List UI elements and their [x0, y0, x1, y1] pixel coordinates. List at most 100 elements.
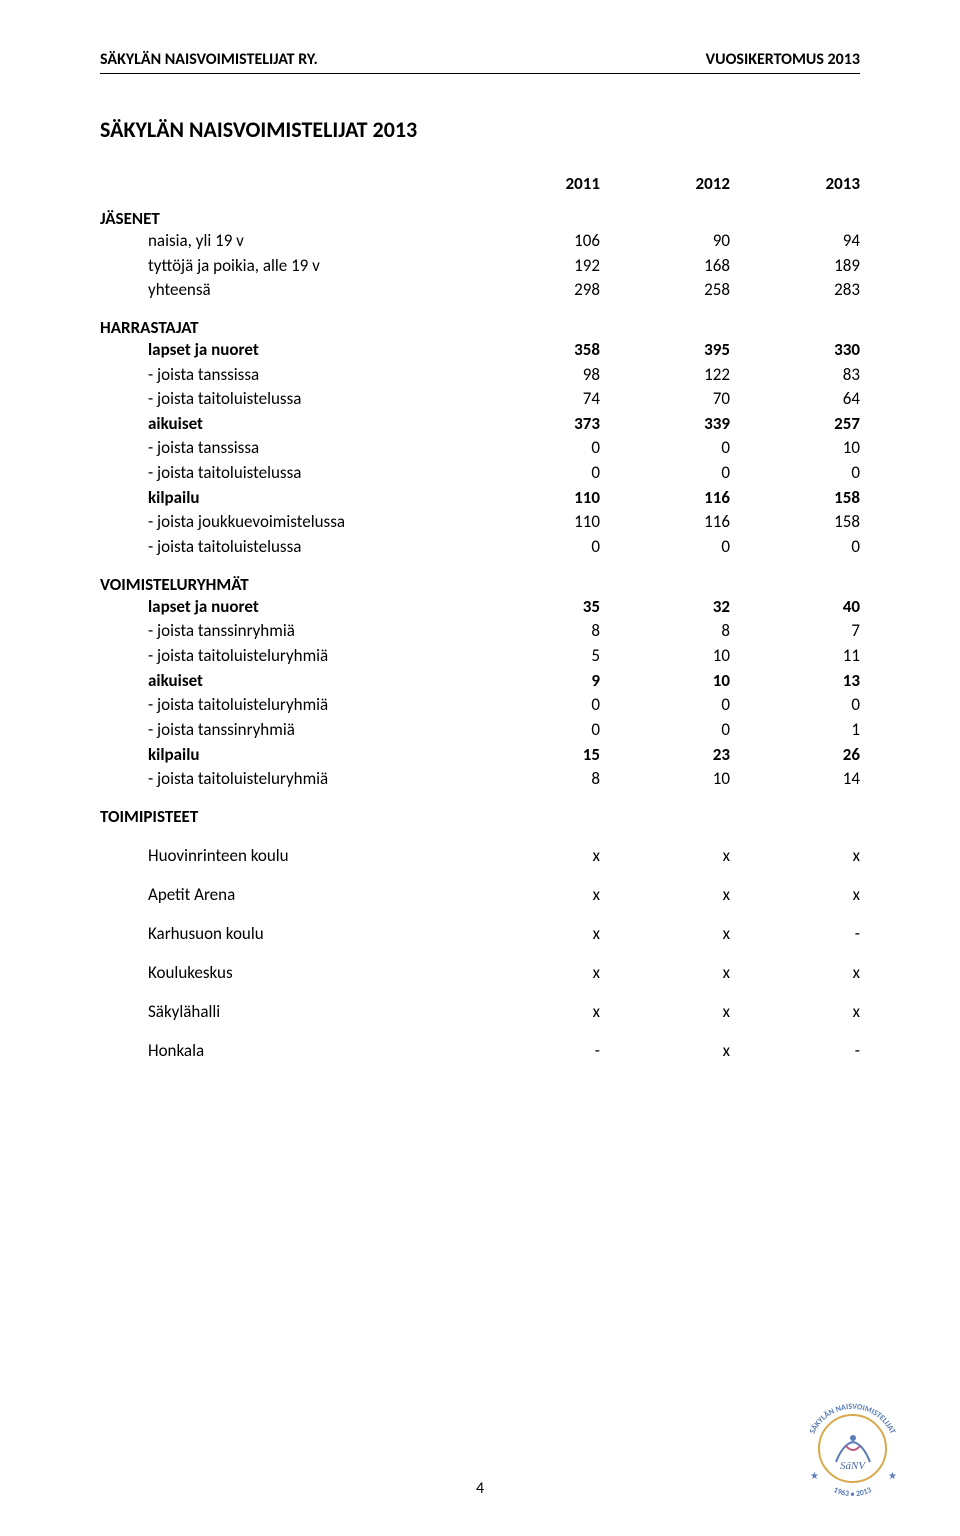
row-label: aikuiset [148, 669, 470, 694]
report-title: VUOSIKERTOMUS 2013 [706, 50, 860, 69]
row-value: 0 [730, 461, 860, 486]
row-value: x [470, 923, 600, 944]
row-value: 116 [600, 486, 730, 511]
row-label: kilpailu [148, 486, 470, 511]
row-value: x [730, 1001, 860, 1022]
section-voimisteluryhmat-title: VOIMISTELURYHMÄT [100, 574, 860, 595]
data-row: lapset ja nuoret353240 [100, 595, 860, 620]
row-value: 23 [600, 743, 730, 768]
row-label: - joista joukkuevoimistelussa [148, 510, 470, 535]
row-value: x [600, 845, 730, 866]
row-label: Koulukeskus [148, 962, 470, 983]
row-label: kilpailu [148, 743, 470, 768]
data-row: kilpailu152326 [100, 743, 860, 768]
row-label: - joista taitoluistelussa [148, 461, 470, 486]
row-label: - joista taitoluisteluryhmiä [148, 693, 470, 718]
row-value: 40 [730, 595, 860, 620]
row-value: 110 [470, 486, 600, 511]
data-row: - joista tanssinryhmiä001 [100, 718, 860, 743]
row-label: - joista taitoluistelussa [148, 535, 470, 560]
row-value: 1 [730, 718, 860, 743]
data-row: - joista joukkuevoimistelussa110116158 [100, 510, 860, 535]
svg-text:SäNV: SäNV [840, 1460, 866, 1472]
organization-logo: SÄKYLÄN NAISVOIMISTELIJAT 1963 • 2013 ★ … [800, 1396, 905, 1501]
row-value: 11 [730, 644, 860, 669]
data-row: aikuiset373339257 [100, 412, 860, 437]
data-row: naisia, yli 19 v1069094 [100, 229, 860, 254]
row-label: - joista tanssinryhmiä [148, 619, 470, 644]
row-value: 94 [730, 229, 860, 254]
section-harrastajat-title: HARRASTAJAT [100, 317, 860, 338]
document-header: SÄKYLÄN NAISVOIMISTELIJAT RY. VUOSIKERTO… [100, 50, 860, 74]
row-label: tyttöjä ja poikia, alle 19 v [148, 254, 470, 279]
row-value: 0 [730, 693, 860, 718]
data-row: yhteensä298258283 [100, 278, 860, 303]
year-header: 2012 [600, 173, 730, 194]
row-value: x [470, 962, 600, 983]
row-value: 0 [470, 436, 600, 461]
row-value: 298 [470, 278, 600, 303]
row-label: - joista taitoluistelussa [148, 387, 470, 412]
row-label: naisia, yli 19 v [148, 229, 470, 254]
row-value: 90 [600, 229, 730, 254]
row-value: 35 [470, 595, 600, 620]
row-value: x [470, 845, 600, 866]
data-row: - joista taitoluisteluryhmiä51011 [100, 644, 860, 669]
row-value: 26 [730, 743, 860, 768]
row-label: - joista tanssinryhmiä [148, 718, 470, 743]
row-value: 257 [730, 412, 860, 437]
row-value: 15 [470, 743, 600, 768]
row-value: x [600, 1040, 730, 1061]
row-value: 0 [600, 461, 730, 486]
row-value: 10 [600, 669, 730, 694]
page-number: 4 [476, 1479, 484, 1498]
row-value: 339 [600, 412, 730, 437]
toimipiste-row: Karhusuon kouluxx- [148, 923, 860, 944]
row-value: x [470, 1001, 600, 1022]
logo-bottom-text: 1963 • 2013 [832, 1485, 873, 1499]
row-label: Apetit Arena [148, 884, 470, 905]
svg-text:1963 • 2013: 1963 • 2013 [832, 1485, 873, 1499]
row-value: 158 [730, 510, 860, 535]
row-value: 0 [600, 718, 730, 743]
row-value: 122 [600, 363, 730, 388]
row-value: x [600, 884, 730, 905]
row-value: 8 [600, 619, 730, 644]
row-value: 258 [600, 278, 730, 303]
data-row: aikuiset91013 [100, 669, 860, 694]
row-label: Säkylähalli [148, 1001, 470, 1022]
row-value: 0 [470, 461, 600, 486]
logo-gymnast-icon: SäNV [828, 1424, 878, 1474]
row-value: 158 [730, 486, 860, 511]
logo-inner-badge: SäNV [818, 1414, 887, 1483]
row-value: 98 [470, 363, 600, 388]
row-label: - joista tanssissa [148, 436, 470, 461]
row-value: 358 [470, 338, 600, 363]
row-value: x [600, 962, 730, 983]
data-row: - joista taitoluisteluryhmiä81014 [100, 767, 860, 792]
data-row: kilpailu110116158 [100, 486, 860, 511]
data-row: - joista taitoluistelussa000 [100, 535, 860, 560]
row-label: yhteensä [148, 278, 470, 303]
svg-text:★: ★ [888, 1469, 897, 1482]
row-label: lapset ja nuoret [148, 595, 470, 620]
toimipiste-row: Huovinrinteen kouluxxx [148, 845, 860, 866]
row-value: 330 [730, 338, 860, 363]
row-value: 64 [730, 387, 860, 412]
row-value: x [600, 923, 730, 944]
data-row: lapset ja nuoret358395330 [100, 338, 860, 363]
year-headers: 2011 2012 2013 [100, 173, 860, 194]
row-value: 283 [730, 278, 860, 303]
data-row: tyttöjä ja poikia, alle 19 v192168189 [100, 254, 860, 279]
svg-text:★: ★ [810, 1469, 819, 1482]
row-value: 10 [600, 767, 730, 792]
org-name: SÄKYLÄN NAISVOIMISTELIJAT RY. [100, 50, 318, 69]
row-value: 189 [730, 254, 860, 279]
row-value: 70 [600, 387, 730, 412]
row-value: 8 [470, 619, 600, 644]
row-value: 7 [730, 619, 860, 644]
row-value: 192 [470, 254, 600, 279]
data-row: - joista taitoluisteluryhmiä000 [100, 693, 860, 718]
data-row: - joista tanssissa0010 [100, 436, 860, 461]
row-value: 14 [730, 767, 860, 792]
